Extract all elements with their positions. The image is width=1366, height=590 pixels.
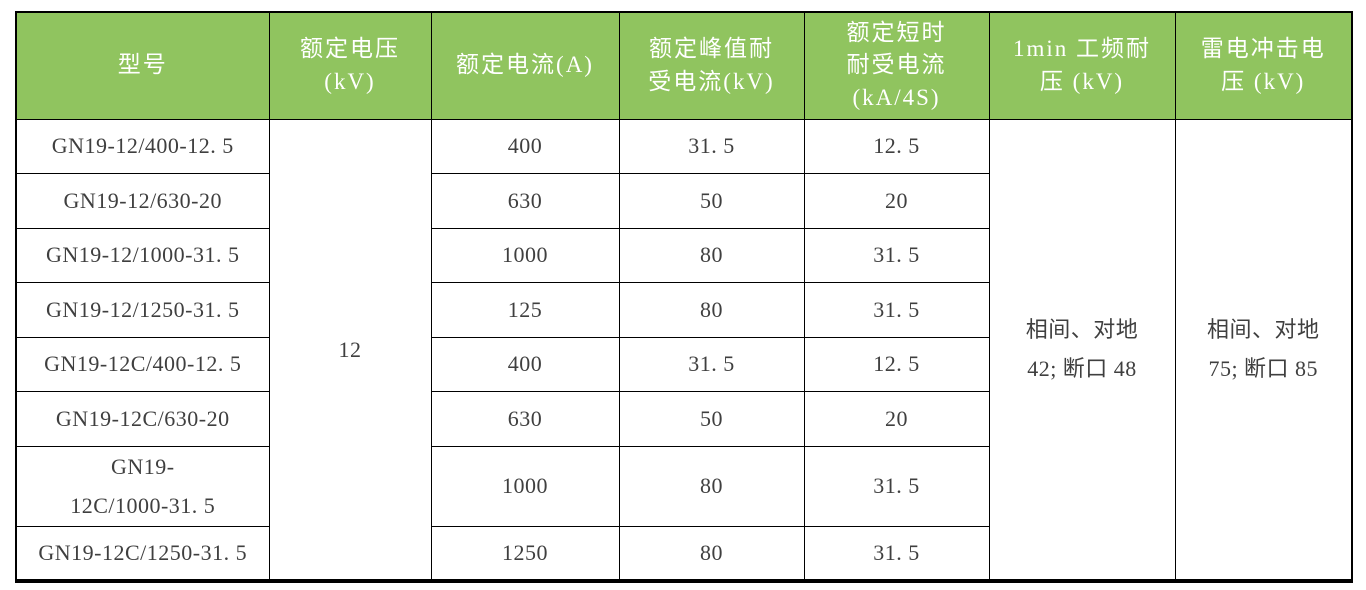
model-cell: GN19-12C/400-12. 5 bbox=[15, 336, 270, 392]
short-time-cell: 31. 5 bbox=[803, 227, 990, 283]
current-cell: 1250 bbox=[430, 525, 620, 582]
current-cell: 400 bbox=[430, 336, 620, 392]
header-cell-peak-withstand-current: 额定峰值耐 受电流(kV) bbox=[618, 11, 805, 120]
current-cell: 630 bbox=[430, 172, 620, 229]
peak-cell: 80 bbox=[618, 281, 805, 338]
table-row: GN19-12/1250-31. 5 125 80 31. 5 bbox=[15, 281, 1352, 338]
header-row: 型号 额定电压 (kV) 额定电流(A) 额定峰值耐 受电流(kV) 额定短时 … bbox=[15, 11, 1353, 120]
peak-cell: 80 bbox=[618, 525, 805, 582]
header-cell-power-freq-withstand-voltage: 1min 工频耐 压 (kV) bbox=[988, 11, 1176, 120]
header-cell-lightning-impulse-voltage: 雷电冲击电 压 (kV) bbox=[1174, 11, 1353, 120]
current-cell: 400 bbox=[430, 118, 620, 174]
short-time-cell: 12. 5 bbox=[803, 336, 990, 392]
rated-voltage-cell: 12 bbox=[268, 118, 432, 582]
model-cell: GN19-12C/1250-31. 5 bbox=[15, 525, 270, 582]
current-cell: 125 bbox=[430, 281, 620, 338]
short-time-cell: 20 bbox=[803, 172, 990, 229]
header-cell-short-time-withstand-current: 额定短时 耐受电流 (kA/4S) bbox=[803, 11, 990, 120]
peak-cell: 50 bbox=[618, 390, 805, 447]
model-cell: GN19-12C/630-20 bbox=[15, 390, 270, 447]
table-row: GN19-12C/630-20 630 50 20 bbox=[15, 390, 1352, 447]
short-time-cell: 31. 5 bbox=[803, 281, 990, 338]
model-cell: GN19-12/400-12. 5 bbox=[15, 118, 270, 174]
peak-cell: 31. 5 bbox=[618, 336, 805, 392]
peak-cell: 80 bbox=[618, 227, 805, 283]
model-cell: GN19-12/1000-31. 5 bbox=[15, 227, 270, 283]
short-time-cell: 20 bbox=[803, 390, 990, 447]
table-row: GN19-12C/1250-31. 5 1250 80 31. 5 bbox=[15, 525, 1352, 582]
table-row: GN19-12/1000-31. 5 1000 80 31. 5 bbox=[15, 227, 1352, 283]
header-cell-rated-current: 额定电流(A) bbox=[430, 11, 620, 120]
table-body: GN19-12/400-12. 5 12 400 31. 5 12. 5 相间、… bbox=[15, 118, 1353, 582]
table-row: GN19-12/400-12. 5 12 400 31. 5 12. 5 相间、… bbox=[15, 118, 1353, 582]
current-cell: 1000 bbox=[430, 227, 620, 283]
peak-cell: 80 bbox=[618, 445, 805, 527]
lightning-impulse-cell: 相间、对地 75; 断口 85 bbox=[1174, 118, 1353, 582]
spec-table: 型号 额定电压 (kV) 额定电流(A) 额定峰值耐 受电流(kV) 额定短时 … bbox=[15, 11, 1353, 584]
table-row: GN19- 12C/1000-31. 5 1000 80 31. 5 bbox=[15, 445, 1352, 527]
table-row: GN19-12/630-20 630 50 20 bbox=[15, 172, 1352, 229]
peak-cell: 31. 5 bbox=[618, 118, 805, 174]
model-cell: GN19-12/630-20 bbox=[15, 172, 270, 229]
model-cell: GN19- 12C/1000-31. 5 bbox=[15, 445, 270, 527]
current-cell: 1000 bbox=[430, 445, 620, 527]
header-cell-rated-voltage: 额定电压 (kV) bbox=[268, 11, 432, 120]
short-time-cell: 31. 5 bbox=[803, 525, 990, 582]
table-row: GN19-12C/400-12. 5 400 31. 5 12. 5 bbox=[15, 336, 1352, 392]
table-header: 型号 额定电压 (kV) 额定电流(A) 额定峰值耐 受电流(kV) 额定短时 … bbox=[15, 11, 1353, 120]
header-cell-model: 型号 bbox=[15, 11, 270, 120]
peak-cell: 50 bbox=[618, 172, 805, 229]
current-cell: 630 bbox=[430, 390, 620, 447]
short-time-cell: 12. 5 bbox=[803, 118, 990, 174]
power-freq-withstand-cell: 相间、对地 42; 断口 48 bbox=[988, 118, 1176, 582]
short-time-cell: 31. 5 bbox=[803, 445, 990, 527]
model-cell: GN19-12/1250-31. 5 bbox=[15, 281, 270, 338]
